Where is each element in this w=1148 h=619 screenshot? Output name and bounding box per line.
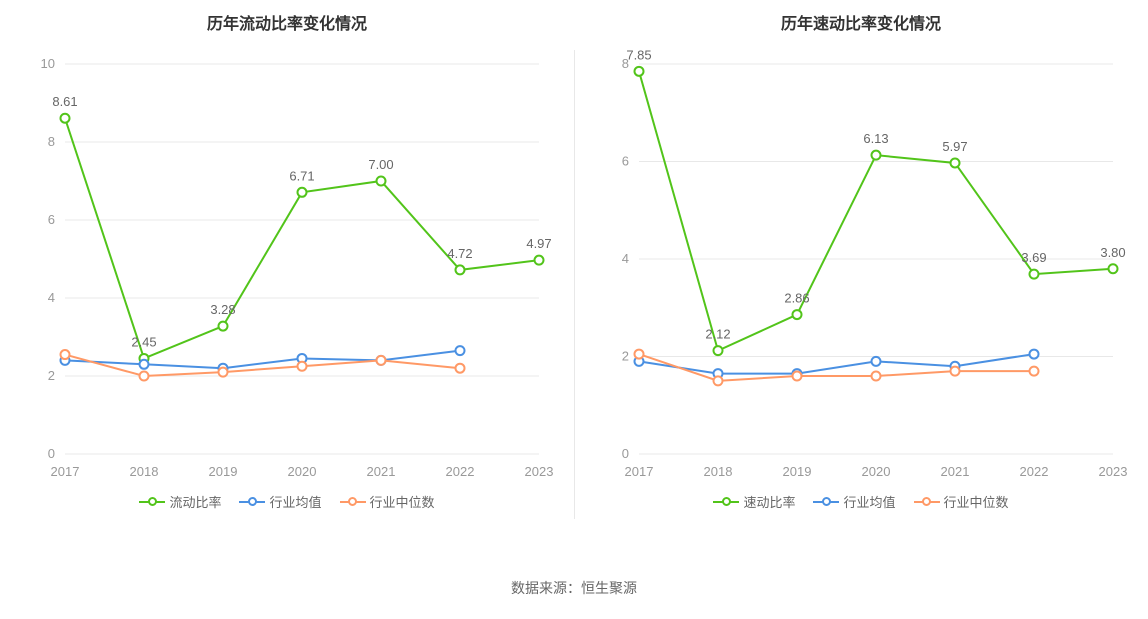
legend-item[interactable]: 速动比率 xyxy=(713,492,795,511)
legend-marker-icon xyxy=(139,496,165,508)
legend-marker-icon xyxy=(239,496,265,508)
legend-label: 行业中位数 xyxy=(944,492,1009,511)
data-point-marker xyxy=(219,322,228,331)
legend-label: 行业中位数 xyxy=(370,492,435,511)
x-tick-label: 2019 xyxy=(209,464,238,479)
y-tick-label: 4 xyxy=(622,251,629,266)
x-tick-label: 2023 xyxy=(1099,464,1128,479)
y-tick-label: 6 xyxy=(622,154,629,169)
x-tick-label: 2022 xyxy=(1020,464,1049,479)
x-tick-label: 2018 xyxy=(704,464,733,479)
x-tick-label: 2018 xyxy=(130,464,159,479)
legend-left: 流动比率 行业均值 行业中位数 xyxy=(15,492,559,511)
data-point-marker xyxy=(1030,367,1039,376)
x-tick-label: 2017 xyxy=(51,464,80,479)
x-tick-label: 2022 xyxy=(446,464,475,479)
legend-marker-icon xyxy=(340,496,366,508)
x-tick-label: 2020 xyxy=(288,464,317,479)
data-point-marker xyxy=(1030,270,1039,279)
y-tick-label: 2 xyxy=(48,368,55,383)
data-point-marker xyxy=(714,376,723,385)
data-point-marker xyxy=(793,372,802,381)
data-point-label: 2.86 xyxy=(784,291,809,306)
data-point-marker xyxy=(1030,350,1039,359)
right-panel: 历年速动比率变化情况 02468201720182019202020212022… xyxy=(574,0,1148,560)
data-point-label: 3.69 xyxy=(1021,250,1046,265)
legend-marker-icon xyxy=(914,496,940,508)
series-line xyxy=(65,118,539,358)
data-point-marker xyxy=(635,350,644,359)
y-tick-label: 10 xyxy=(41,56,55,71)
legend-marker-icon xyxy=(813,496,839,508)
legend-label: 行业均值 xyxy=(269,492,321,511)
chart-area-left: 0 2 4 6 8 10 2017 2018 2019 2020 2021 2022 2023 8.61 2… xyxy=(15,44,559,484)
data-point-label: 8.61 xyxy=(52,94,77,109)
x-tick-label: 2021 xyxy=(941,464,970,479)
series-line xyxy=(65,351,460,369)
data-point-marker xyxy=(377,356,386,365)
data-point-marker xyxy=(298,188,307,197)
data-point-label: 7.00 xyxy=(368,157,393,172)
y-tick-label: 0 xyxy=(622,446,629,461)
data-point-marker xyxy=(140,372,149,381)
x-tick-label: 2023 xyxy=(525,464,554,479)
legend-label: 速动比率 xyxy=(743,492,795,511)
data-point-marker xyxy=(872,151,881,160)
legend-item[interactable]: 行业中位数 xyxy=(914,492,1009,511)
left-panel: 历年流动比率变化情况 0 2 4 6 8 10 2017 2018 2019 2020 2021 20… xyxy=(0,0,574,560)
chart-title-left: 历年流动比率变化情况 xyxy=(15,10,559,34)
data-point-marker xyxy=(219,368,228,377)
x-tick-label: 2017 xyxy=(625,464,654,479)
data-point-marker xyxy=(951,367,960,376)
data-point-label: 6.71 xyxy=(289,168,314,183)
y-tick-label: 2 xyxy=(622,349,629,364)
y-tick-label: 4 xyxy=(48,290,55,305)
data-point-marker xyxy=(714,346,723,355)
data-point-label: 7.85 xyxy=(626,47,651,62)
legend-item[interactable]: 行业均值 xyxy=(239,492,321,511)
y-tick-label: 6 xyxy=(48,212,55,227)
data-point-marker xyxy=(377,177,386,186)
data-point-marker xyxy=(61,350,70,359)
data-point-label: 2.45 xyxy=(131,334,156,349)
x-tick-label: 2019 xyxy=(783,464,812,479)
x-tick-label: 2020 xyxy=(862,464,891,479)
data-point-marker xyxy=(793,310,802,319)
series-line xyxy=(639,71,1113,350)
x-tick-label: 2021 xyxy=(367,464,396,479)
data-point-marker xyxy=(951,158,960,167)
data-point-marker xyxy=(456,364,465,373)
y-tick-label: 0 xyxy=(48,446,55,461)
legend-right: 速动比率 行业均值 行业中位数 xyxy=(589,492,1133,511)
data-point-label: 3.80 xyxy=(1100,245,1125,260)
legend-marker-icon xyxy=(713,496,739,508)
data-point-marker xyxy=(1109,264,1118,273)
data-point-marker xyxy=(298,362,307,371)
legend-label: 行业均值 xyxy=(843,492,895,511)
legend-item[interactable]: 流动比率 xyxy=(139,492,221,511)
data-point-marker xyxy=(456,346,465,355)
data-point-marker xyxy=(456,265,465,274)
legend-item[interactable]: 行业中位数 xyxy=(340,492,435,511)
data-point-marker xyxy=(61,114,70,123)
charts-container: 历年流动比率变化情况 02468102017201820192020202120… xyxy=(0,0,1148,560)
legend-label: 流动比率 xyxy=(169,492,221,511)
data-point-label: 6.13 xyxy=(863,131,888,146)
data-point-marker xyxy=(635,67,644,76)
chart-area-right: 0246820172018201920202021202220237.852.1… xyxy=(589,44,1133,484)
data-point-label: 3.28 xyxy=(210,302,235,317)
chart-title-right: 历年速动比率变化情况 xyxy=(589,10,1133,34)
data-point-marker xyxy=(535,256,544,265)
data-point-marker xyxy=(872,357,881,366)
data-point-label: 4.97 xyxy=(526,236,551,251)
legend-item[interactable]: 行业均值 xyxy=(813,492,895,511)
y-tick-label: 8 xyxy=(48,134,55,149)
data-point-marker xyxy=(872,372,881,381)
data-source-label: 数据来源：恒生聚源 xyxy=(0,578,1148,598)
data-point-label: 4.72 xyxy=(447,246,472,261)
data-point-label: 5.97 xyxy=(942,139,967,154)
data-point-marker xyxy=(140,360,149,369)
data-point-label: 2.12 xyxy=(705,327,730,342)
